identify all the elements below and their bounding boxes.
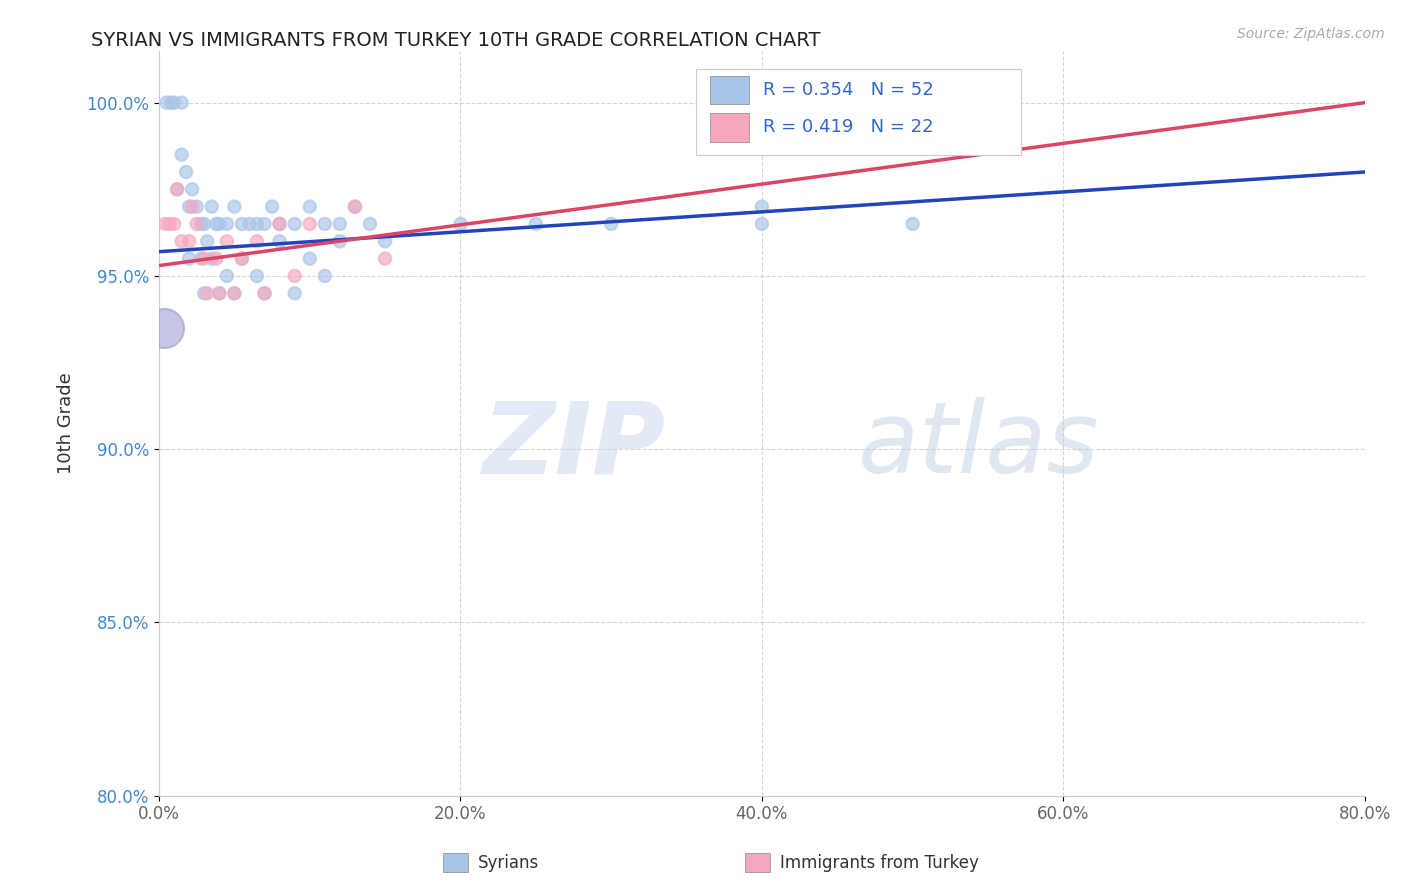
Y-axis label: 10th Grade: 10th Grade <box>58 372 75 474</box>
Point <box>153 217 176 231</box>
Point <box>163 95 186 110</box>
Point <box>181 182 204 196</box>
Point <box>193 286 215 301</box>
Point <box>166 182 188 196</box>
Text: Source: ZipAtlas.com: Source: ZipAtlas.com <box>1237 27 1385 41</box>
FancyBboxPatch shape <box>696 70 1021 155</box>
Point <box>374 252 396 266</box>
Point <box>284 217 307 231</box>
Point <box>751 217 773 231</box>
Point <box>284 268 307 283</box>
Point <box>163 217 186 231</box>
Point <box>201 200 224 214</box>
Point <box>284 286 307 301</box>
Point <box>166 182 188 196</box>
Point <box>205 252 228 266</box>
Point <box>246 217 269 231</box>
Point <box>205 217 228 231</box>
Point <box>155 95 177 110</box>
FancyBboxPatch shape <box>710 113 748 142</box>
Point <box>190 217 212 231</box>
Point <box>181 200 204 214</box>
FancyBboxPatch shape <box>710 76 748 104</box>
Point <box>159 217 181 231</box>
Point <box>238 217 260 231</box>
Point <box>170 95 193 110</box>
Point <box>298 252 321 266</box>
Text: SYRIAN VS IMMIGRANTS FROM TURKEY 10TH GRADE CORRELATION CHART: SYRIAN VS IMMIGRANTS FROM TURKEY 10TH GR… <box>91 31 821 50</box>
Point <box>524 217 547 231</box>
Point <box>269 234 291 248</box>
Point <box>215 234 238 248</box>
Point <box>343 200 366 214</box>
Point <box>186 217 208 231</box>
Point <box>260 200 283 214</box>
Point <box>179 234 201 248</box>
Point <box>329 217 352 231</box>
Point <box>246 268 269 283</box>
Point <box>343 200 366 214</box>
Text: R = 0.354   N = 52: R = 0.354 N = 52 <box>763 81 934 99</box>
Text: ZIP: ZIP <box>482 397 665 494</box>
Point <box>193 252 215 266</box>
Point <box>170 234 193 248</box>
Text: R = 0.419   N = 22: R = 0.419 N = 22 <box>763 119 934 136</box>
Point <box>195 286 218 301</box>
Point <box>160 95 183 110</box>
Text: Syrians: Syrians <box>478 854 540 871</box>
Point <box>152 321 174 335</box>
Point <box>190 252 212 266</box>
Point <box>253 286 276 301</box>
Text: atlas: atlas <box>859 397 1099 494</box>
Point <box>208 286 231 301</box>
Point <box>179 200 201 214</box>
Point <box>298 217 321 231</box>
Point <box>170 147 193 161</box>
Point <box>224 200 246 214</box>
Point <box>269 217 291 231</box>
Point <box>359 217 381 231</box>
Point <box>224 286 246 301</box>
Point <box>186 200 208 214</box>
Point <box>374 234 396 248</box>
Point <box>215 268 238 283</box>
Point <box>201 252 224 266</box>
Point <box>314 217 336 231</box>
Point <box>224 286 246 301</box>
Point <box>231 252 253 266</box>
Point <box>208 217 231 231</box>
Point <box>269 217 291 231</box>
Point <box>208 286 231 301</box>
Text: Immigrants from Turkey: Immigrants from Turkey <box>780 854 979 871</box>
Point <box>314 268 336 283</box>
Point <box>231 252 253 266</box>
Point <box>449 217 471 231</box>
Point <box>751 200 773 214</box>
Point <box>215 217 238 231</box>
Point <box>246 234 269 248</box>
Point <box>253 217 276 231</box>
Point <box>298 200 321 214</box>
Point <box>901 217 924 231</box>
Point <box>253 286 276 301</box>
Point <box>193 217 215 231</box>
Point <box>600 217 623 231</box>
Point <box>179 252 201 266</box>
Point <box>174 165 197 179</box>
Point <box>231 217 253 231</box>
Point <box>195 234 218 248</box>
Point <box>329 234 352 248</box>
